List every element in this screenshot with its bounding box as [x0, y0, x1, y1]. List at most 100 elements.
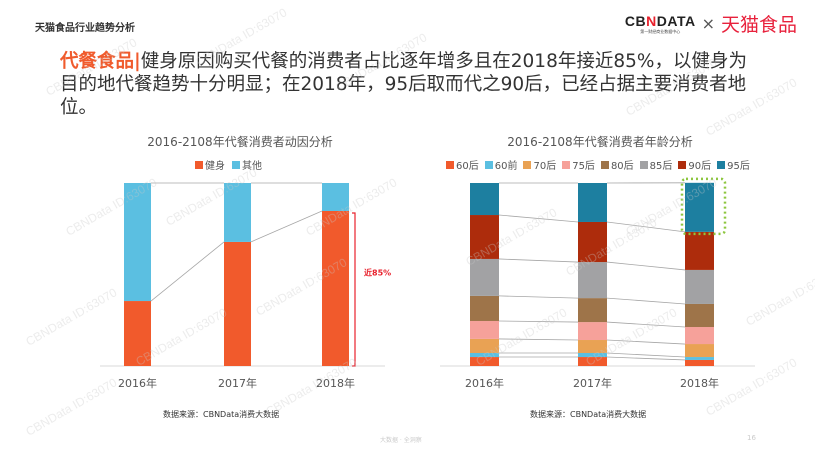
bar-segment	[578, 298, 607, 323]
x-tick-label: 2018年	[680, 376, 719, 390]
bar-segment	[578, 322, 607, 341]
connector-line	[250, 210, 323, 243]
bar-segment	[685, 344, 714, 358]
bar-segment	[470, 338, 499, 354]
legend-item: 60前	[484, 157, 518, 172]
bar-segment	[470, 357, 499, 366]
bar-segment	[685, 231, 714, 270]
connector-line	[498, 214, 579, 223]
legend-item: 85后	[639, 157, 673, 172]
legend-item-fitness: 健身	[195, 157, 225, 172]
cbndata-logo: CBNDATA 第一财经商业数据中心	[624, 12, 696, 34]
connector-line	[606, 352, 686, 358]
connector-line	[498, 338, 579, 341]
bar-segment	[578, 221, 607, 263]
legend-swatch	[600, 160, 609, 169]
bar-segment	[470, 353, 499, 358]
bar-segment	[685, 359, 714, 366]
bar-segment	[685, 182, 714, 232]
bar-segment	[578, 353, 607, 358]
bar-segment	[470, 295, 499, 321]
legend-item-other: 其他	[232, 157, 262, 172]
bar-segment	[578, 183, 607, 222]
bar-segment	[578, 340, 607, 354]
left-chart-legend: 健身 其他	[195, 157, 262, 172]
bar-segment	[470, 320, 499, 339]
tmall-food-logo: 天猫食品	[720, 14, 797, 36]
x-tick-label: 2017年	[573, 376, 612, 390]
legend-swatch	[639, 160, 648, 169]
legend-item: 90后	[678, 157, 711, 172]
connector-line	[606, 339, 686, 345]
right-chart-legend: 60后 60前 70后 75后 80后 85后 90后 95后	[446, 157, 750, 172]
legend-label: 60后	[456, 161, 479, 172]
bar-segment	[470, 258, 499, 296]
bar-segment	[322, 210, 349, 366]
connector-line	[498, 320, 579, 323]
x-tick-label: 2017年	[218, 376, 257, 390]
brand-logos: CBNDATA 第一财经商业数据中心 × 天猫食品	[625, 10, 797, 37]
footer-slogan: 大数据 · 全洞察	[380, 437, 422, 444]
collab-times-icon: ×	[701, 14, 715, 33]
legend-label: 60前	[494, 161, 518, 172]
right-chart-plot: 2016年 2017年 2018年	[440, 177, 755, 390]
bar-segment	[685, 327, 714, 345]
annotation-label: 近85%	[364, 267, 391, 277]
connector-line	[498, 258, 579, 263]
headline: 代餐食品|健身原因购买代餐的消费者占比逐年增多且在2018年接近85%，以健身为…	[60, 50, 760, 119]
legend-swatch	[484, 160, 493, 169]
legend-item: 70后	[523, 157, 556, 172]
headline-tag: 代餐食品|	[60, 51, 141, 72]
legend-swatch	[195, 160, 203, 169]
legend-swatch	[232, 160, 240, 169]
legend-item: 75后	[562, 157, 595, 172]
bar-segment	[685, 269, 714, 304]
right-chart-source: 数据来源：CBNData消费大数据	[530, 410, 647, 419]
legend-label: 90后	[688, 161, 712, 172]
legend-swatch	[717, 160, 726, 169]
headline-text: 健身原因购买代餐的消费者占比逐年增多且在2018年接近85%，以健身为目的地代餐…	[60, 51, 747, 118]
annotation-bracket	[352, 212, 356, 367]
bar-segment	[224, 183, 251, 242]
connector-line	[606, 321, 686, 328]
legend-swatch	[446, 160, 454, 169]
legend-label: 70后	[533, 161, 557, 172]
connector-line	[150, 241, 225, 302]
bar-segment	[578, 357, 607, 366]
left-chart-plot: 2016年 2017年 2018年 近85%	[100, 182, 391, 390]
cbndata-logo-subtitle: 第一财经商业数据中心	[640, 28, 681, 34]
legend-label: 75后	[572, 161, 595, 172]
legend-label: 85后	[649, 161, 673, 172]
legend-label: 95后	[727, 161, 750, 172]
highlight-box	[680, 177, 727, 236]
bar-segment	[224, 241, 251, 366]
connector-line	[606, 297, 686, 305]
x-tick-label: 2016年	[118, 376, 157, 390]
page-number: 16	[747, 434, 756, 442]
legend-swatch	[678, 160, 687, 169]
connector-line	[606, 221, 686, 233]
bar-segment	[124, 183, 151, 302]
bar-segment	[685, 303, 714, 328]
right-chart-title: 2016-2108年代餐消费者年龄分析	[507, 135, 693, 149]
connector-line	[606, 356, 686, 361]
x-tick-label: 2016年	[465, 376, 504, 390]
bar-segment	[470, 183, 499, 216]
bar-segment	[578, 262, 607, 299]
connector-line	[498, 295, 579, 299]
left-chart-source: 数据来源：CBNData消费大数据	[163, 410, 280, 419]
legend-item: 60后	[446, 157, 479, 172]
bar-segment	[322, 183, 349, 211]
section-title: 天猫食品行业趋势分析	[35, 23, 135, 34]
bar-segment	[685, 357, 714, 360]
legend-swatch	[562, 160, 571, 169]
legend-label: 80后	[610, 161, 634, 172]
bar-segment	[124, 301, 151, 366]
legend-item: 95后	[717, 157, 750, 172]
x-tick-label: 2018年	[316, 376, 355, 390]
left-chart-title: 2016-2108年代餐消费者动因分析	[147, 135, 333, 149]
bar-segment	[470, 215, 499, 259]
connector-line	[606, 261, 686, 271]
legend-swatch	[523, 160, 532, 169]
legend-item: 80后	[600, 157, 634, 172]
